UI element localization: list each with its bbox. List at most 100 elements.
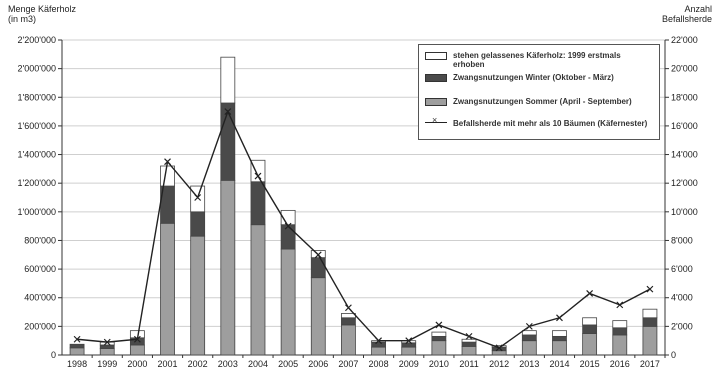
x-tick-label: 2007 xyxy=(338,359,358,369)
y-right-tick-label: 20'000 xyxy=(671,64,698,74)
line-marker-x xyxy=(254,172,262,180)
line-marker-x xyxy=(495,344,503,352)
legend-swatch-winter xyxy=(425,74,447,82)
y-left-tick-label: 600'000 xyxy=(24,264,56,274)
bar-segment-summer xyxy=(250,224,266,356)
legend-label-summer: Zwangsnutzungen Sommer (April - Septembe… xyxy=(453,97,632,106)
legend-line-outbreaks xyxy=(425,122,447,123)
legend-label-winter: Zwangsnutzungen Winter (Oktober - März) xyxy=(453,73,614,82)
bar-segment-left-standing xyxy=(461,338,477,343)
line-marker-x xyxy=(465,332,473,340)
bar-segment-winter xyxy=(431,335,447,342)
y-right-tick-label: 2'000 xyxy=(671,321,693,331)
bar-segment-summer xyxy=(160,222,175,356)
line-marker-x xyxy=(345,304,352,312)
bar-segment-summer xyxy=(642,325,658,356)
line-marker-x xyxy=(586,290,594,297)
bar-segment-winter xyxy=(521,334,537,342)
bar-segment-summer xyxy=(220,179,236,356)
bar-segment-left-standing xyxy=(160,165,175,187)
legend-label-left-standing: stehen gelassenes Käferholz: 1999 erstma… xyxy=(453,51,621,69)
x-tick-label: 1999 xyxy=(97,359,117,369)
bar-segment-winter xyxy=(401,342,417,348)
bar-segment-winter xyxy=(371,341,386,348)
line-marker-x xyxy=(73,335,81,343)
line-marker-x xyxy=(525,322,533,330)
bar-segment-winter xyxy=(99,344,115,349)
y-right-tick-label: 4'000 xyxy=(671,293,693,303)
line-marker-x xyxy=(646,285,654,293)
bar-segment-winter xyxy=(310,257,326,279)
legend-marker-x-icon: × xyxy=(432,115,438,125)
y-right-tick-label: 6'000 xyxy=(671,264,693,274)
x-tick-label: 2017 xyxy=(640,359,660,369)
bar-segment-summer xyxy=(491,350,507,356)
x-tick-label: 2006 xyxy=(308,359,328,369)
x-tick-label: 2009 xyxy=(399,359,419,369)
bar-segment-summer xyxy=(129,344,145,356)
bar-segment-winter xyxy=(612,327,628,336)
bar-segment-summer xyxy=(280,248,296,356)
y-right-tick-label: 0 xyxy=(671,350,676,360)
x-tick-label: 2001 xyxy=(158,359,178,369)
bar-segment-summer xyxy=(190,235,206,356)
y-left-tick-label: 1'200'000 xyxy=(18,178,56,188)
bar-segment-winter xyxy=(461,341,477,347)
bar-segment-summer xyxy=(582,333,598,356)
line-marker-x xyxy=(556,314,563,322)
legend: stehen gelassenes Käferholz: 1999 erstma… xyxy=(418,44,660,140)
y-right-tick-label: 8'000 xyxy=(671,235,693,245)
x-tick-label: 2013 xyxy=(519,359,539,369)
bar-segment-winter xyxy=(190,211,206,237)
line-marker-x xyxy=(314,251,322,259)
y-left-tick-label: 1'800'000 xyxy=(18,92,56,102)
y-right-tick-label: 10'000 xyxy=(671,207,698,217)
y-left-tick-label: 800'000 xyxy=(24,235,56,245)
x-tick-label: 2005 xyxy=(278,359,298,369)
bar-segment-winter xyxy=(280,224,296,250)
x-tick-label: 2010 xyxy=(429,359,449,369)
bar-segment-left-standing xyxy=(431,331,447,337)
y-axis-right-label: Anzahl Befallsherde xyxy=(661,4,712,24)
bar-segment-summer xyxy=(552,340,567,356)
y-left-tick-label: 2'200'000 xyxy=(18,35,56,45)
legend-swatch-left-standing xyxy=(425,52,447,60)
y-left-tick-label: 0 xyxy=(51,350,56,360)
y-axis-left-label: Menge Käferholz (in m3) xyxy=(8,4,77,24)
x-tick-label: 2003 xyxy=(218,359,238,369)
x-tick-label: 1998 xyxy=(67,359,87,369)
line-marker-x xyxy=(435,321,443,329)
line-marker-x xyxy=(405,337,413,345)
x-tick-label: 2012 xyxy=(489,359,509,369)
line-marker-x xyxy=(194,194,202,201)
bar-segment-left-standing xyxy=(552,330,567,337)
line-marker-x xyxy=(133,335,141,343)
line-befallsherde xyxy=(77,109,651,349)
line-marker-x xyxy=(224,108,232,116)
y-right-tick-label: 12'000 xyxy=(671,178,698,188)
bar-segment-left-standing xyxy=(612,320,628,329)
bar-segment-summer xyxy=(371,346,386,356)
bar-segment-summer xyxy=(99,348,115,356)
bar-segment-summer xyxy=(401,346,417,356)
y-right-tick-label: 18'000 xyxy=(671,92,698,102)
bar-segment-left-standing xyxy=(642,308,658,319)
y-right-tick-label: 22'000 xyxy=(671,35,698,45)
bar-segment-summer xyxy=(612,334,628,356)
bar-segment-winter xyxy=(642,317,658,327)
x-tick-label: 2000 xyxy=(127,359,147,369)
bar-segment-left-standing xyxy=(220,56,236,104)
bar-segment-winter xyxy=(341,317,356,326)
bar-segment-summer xyxy=(521,340,537,356)
x-tick-label: 2015 xyxy=(580,359,600,369)
line-marker-x xyxy=(164,158,171,166)
x-tick-label: 2008 xyxy=(369,359,389,369)
x-tick-label: 2002 xyxy=(188,359,208,369)
line-marker-x xyxy=(616,301,624,309)
y-left-tick-label: 1'000'000 xyxy=(18,207,56,217)
x-tick-label: 2014 xyxy=(549,359,569,369)
bar-segment-left-standing xyxy=(521,330,537,336)
y-left-tick-label: 400'000 xyxy=(24,293,56,303)
bar-segment-winter xyxy=(69,343,85,349)
